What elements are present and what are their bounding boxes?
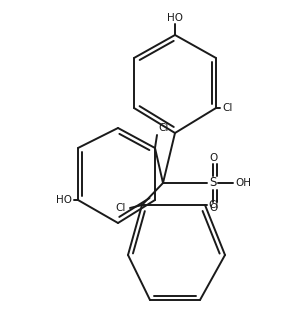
Text: Cl: Cl xyxy=(116,203,126,213)
Text: S: S xyxy=(209,176,217,190)
Text: O: O xyxy=(209,153,217,163)
Text: Cl: Cl xyxy=(222,103,232,113)
Text: O: O xyxy=(209,203,217,213)
Text: HO: HO xyxy=(167,13,183,23)
Text: OH: OH xyxy=(235,178,251,188)
Text: Cl: Cl xyxy=(208,200,219,210)
Text: Cl: Cl xyxy=(158,123,168,133)
Text: HO: HO xyxy=(56,195,72,205)
